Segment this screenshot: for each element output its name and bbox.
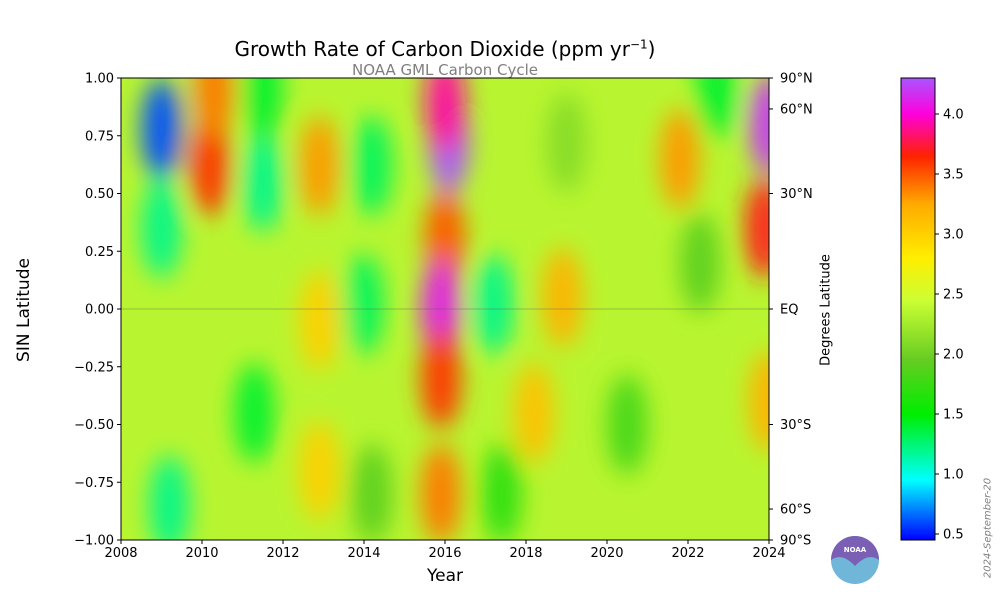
colorbar-tick-label: 0.5 [943, 528, 964, 543]
y-tick-label: 0.00 [85, 303, 114, 318]
x-tick-label: 2022 [671, 546, 704, 561]
heatmap-cell [680, 212, 721, 313]
colorbar-tick-label: 2.0 [943, 348, 964, 363]
heatmap-cell [299, 270, 340, 371]
heatmap-cell [149, 455, 190, 540]
heatmap-cell [234, 362, 275, 463]
heatmap-cell [744, 178, 769, 279]
x-tick-label: 2018 [509, 546, 542, 561]
heatmap-cell [344, 254, 384, 355]
heatmap-cell [242, 78, 283, 140]
chart-subtitle: NOAA GML Carbon Cycle [352, 61, 538, 79]
right-tick-label: 60°N [780, 102, 813, 117]
heatmap-cell [299, 115, 340, 216]
y-tick-label: 0.75 [85, 129, 114, 144]
colorbar-tick-label: 2.5 [943, 288, 964, 303]
y-tick-label: 1.00 [85, 72, 114, 87]
colorbar-tick-label: 3.0 [943, 228, 964, 243]
y-tick-label: 0.25 [85, 245, 114, 260]
colorbar-tick-label: 3.5 [943, 168, 964, 183]
colorbar [900, 77, 936, 541]
right-tick-label: EQ [780, 303, 798, 318]
heatmap-cell [141, 178, 182, 279]
x-tick-label: 2014 [347, 546, 380, 561]
y-tick-label: 0.50 [85, 187, 114, 202]
y-tick-label: −0.50 [74, 418, 114, 433]
heatmap-cell [190, 115, 231, 216]
heatmap-cell [659, 108, 700, 209]
right-tick-label: 90°S [780, 534, 811, 549]
right-tick-label: 90°N [780, 72, 813, 87]
heatmap-cell [194, 78, 235, 140]
heatmap-cell [481, 443, 522, 540]
heatmap-cell [542, 247, 583, 348]
heatmap-cell [546, 92, 587, 193]
heatmap-cell [299, 420, 340, 521]
heatmap-cell [473, 254, 514, 355]
x-tick-label: 2008 [104, 546, 137, 561]
heatmap-cell [242, 131, 283, 232]
right-tick-label: 30°S [780, 418, 811, 433]
x-tick-label: 2012 [266, 546, 299, 561]
heatmap-cell [420, 328, 461, 429]
heatmap-cell [141, 78, 182, 179]
plot-area [121, 78, 769, 540]
noaa-logo: NOAA [831, 536, 879, 584]
x-tick-label: 2010 [185, 546, 218, 561]
heatmap-cell [749, 351, 769, 452]
heatmap-cell [352, 115, 393, 216]
colorbar-tick-label: 1.0 [943, 468, 964, 483]
colorbar-tick-label: 1.5 [943, 408, 964, 423]
heatmap-cell [749, 78, 769, 175]
heatmap-cell [425, 78, 465, 152]
y-tick-label: −0.25 [74, 360, 114, 375]
svg-text:NOAA: NOAA [844, 546, 867, 554]
y-tick-label: −1.00 [74, 534, 114, 549]
heatmap-cell [420, 443, 461, 540]
x-axis-label: Year [427, 566, 463, 586]
heatmap-cell [514, 362, 555, 463]
chart-title: Growth Rate of Carbon Dioxide (ppm yr−1) [234, 37, 656, 61]
right-tick-label: 60°S [780, 503, 811, 518]
x-tick-label: 2016 [428, 546, 461, 561]
colorbar-tick-label: 4.0 [943, 108, 964, 123]
heatmap-cell [607, 374, 648, 475]
y-tick-label: −0.75 [74, 476, 114, 491]
right-tick-label: 30°N [780, 187, 813, 202]
heatmap-cell [696, 78, 737, 140]
heatmap-cell [352, 443, 393, 540]
x-tick-label: 2020 [590, 546, 623, 561]
x-tick-label: 2024 [752, 546, 785, 561]
